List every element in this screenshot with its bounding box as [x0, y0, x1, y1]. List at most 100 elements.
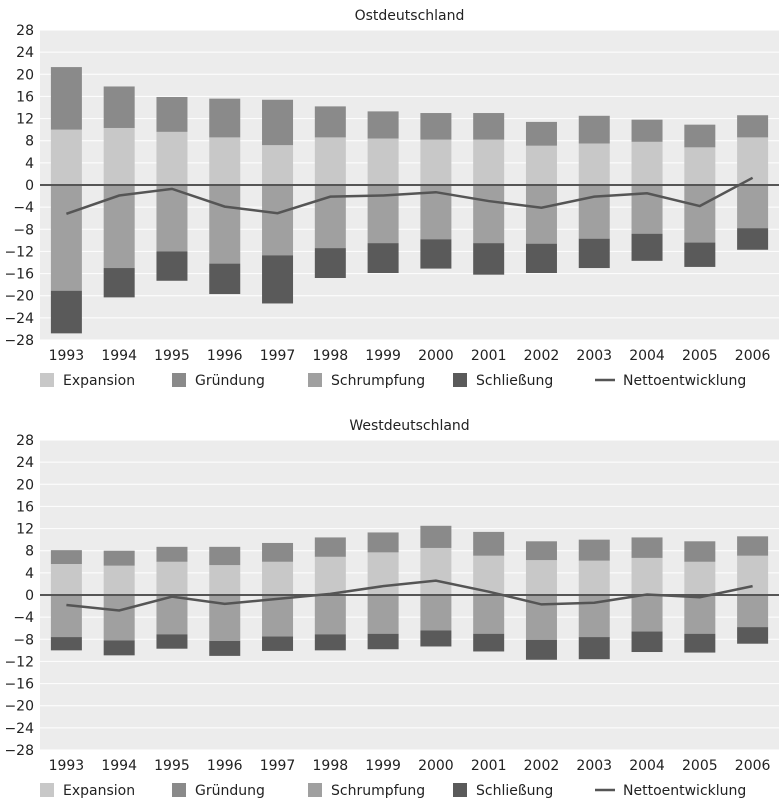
ost-y-tick-label: 20: [16, 67, 34, 83]
west-bar-schrumpfung-1999: [368, 595, 399, 634]
ost-legend-item: Schrumpfung: [308, 373, 425, 389]
west-y-tick-label: −28: [4, 743, 34, 759]
ost-bar-gruendung-1999: [368, 111, 399, 138]
ost-legend-item: Gründung: [172, 373, 265, 389]
west-bar-expansion-2000: [420, 548, 451, 595]
west-legend-swatch: [172, 783, 186, 797]
west-bar-schliessung-2002: [526, 640, 557, 660]
ost-x-tick-label: 1997: [260, 348, 296, 364]
west-legend-swatch: [453, 783, 467, 797]
west-y-tick-label: 0: [25, 588, 34, 604]
west-x-tick-label: 1995: [154, 758, 190, 774]
ost-bar-gruendung-1997: [262, 100, 293, 145]
ost-y-tick-label: −12: [4, 244, 34, 260]
ost-bar-schrumpfung-2002: [526, 185, 557, 244]
ost-y-tick-label: 28: [16, 23, 34, 39]
west-y-tick-label: −8: [13, 632, 34, 648]
ost-y-tick-label: −16: [4, 267, 34, 283]
west-bar-schliessung-1995: [156, 634, 187, 648]
west-bar-gruendung-1996: [209, 547, 240, 565]
ost-y-tick-label: −4: [13, 200, 34, 216]
ost-x-tick-label: 2002: [524, 348, 560, 364]
west-bar-gruendung-2006: [737, 536, 768, 555]
ost-bar-gruendung-2005: [684, 125, 715, 148]
west-bar-schrumpfung-2005: [684, 595, 715, 634]
west-x-tick-label: 2004: [629, 758, 665, 774]
west-x-tick-label: 1998: [313, 758, 349, 774]
west-bar-gruendung-1998: [315, 537, 346, 556]
ost-bar-gruendung-1993: [51, 67, 82, 130]
west-bar-schrumpfung-2001: [473, 595, 504, 634]
ost-bar-expansion-1998: [315, 137, 346, 185]
ost-bar-expansion-2004: [632, 142, 663, 185]
west-y-tick-label: 12: [16, 522, 34, 538]
ost-y-tick-label: 12: [16, 112, 34, 128]
west-bar-schrumpfung-1994: [104, 595, 135, 640]
ost-x-tick-label: 1996: [207, 348, 243, 364]
west-bar-expansion-2002: [526, 560, 557, 595]
west-bar-schrumpfung-1993: [51, 595, 82, 637]
west-bar-schrumpfung-1997: [262, 595, 293, 637]
west-legend-item: Schließung: [453, 783, 553, 799]
west-bar-schliessung-2005: [684, 634, 715, 653]
west-bar-schliessung-1997: [262, 637, 293, 651]
ost-bar-expansion-1996: [209, 137, 240, 185]
ost-legend-label: Nettoentwicklung: [623, 373, 746, 389]
west-bar-schliessung-1998: [315, 634, 346, 650]
ost-legend-label: Expansion: [63, 373, 135, 389]
west-x-tick-label: 1997: [260, 758, 296, 774]
ost-bar-schliessung-1995: [156, 251, 187, 280]
ost-bar-gruendung-1995: [156, 97, 187, 132]
ost-bar-schliessung-2000: [420, 239, 451, 268]
west-bar-expansion-2003: [579, 561, 610, 595]
ost-bar-gruendung-2004: [632, 120, 663, 142]
ost-y-tick-label: −24: [4, 311, 34, 327]
ost-x-tick-label: 2006: [735, 348, 771, 364]
west-bar-schliessung-2004: [632, 632, 663, 652]
ost-y-tick-label: −28: [4, 333, 34, 349]
west-bar-expansion-1998: [315, 557, 346, 595]
west-bar-gruendung-2001: [473, 532, 504, 556]
ost-bar-schrumpfung-1995: [156, 185, 187, 251]
ost-x-tick-label: 1993: [49, 348, 85, 364]
west-y-tick-label: 28: [16, 433, 34, 449]
west-bar-schrumpfung-2006: [737, 595, 768, 627]
ost-bar-gruendung-2000: [420, 113, 451, 140]
west-bar-schliessung-2000: [420, 630, 451, 646]
ost-bar-schliessung-2001: [473, 243, 504, 275]
ost-bar-gruendung-1996: [209, 99, 240, 138]
ost-legend-swatch: [453, 373, 467, 387]
ost-x-tick-label: 1994: [101, 348, 137, 364]
west-x-tick-label: 1994: [101, 758, 137, 774]
west-y-tick-label: −24: [4, 721, 34, 737]
west-bar-gruendung-1997: [262, 543, 293, 562]
chart-ostdeutschland-svg: Ostdeutschland2824201612840−4−8−12−16−20…: [0, 0, 779, 400]
ost-bar-schliessung-1997: [262, 255, 293, 303]
west-bar-expansion-1995: [156, 562, 187, 595]
ost-x-tick-label: 2000: [418, 348, 454, 364]
ost-bar-schliessung-1994: [104, 268, 135, 297]
west-y-tick-label: −16: [4, 677, 34, 693]
west-y-tick-label: −20: [4, 699, 34, 715]
ost-bar-expansion-1994: [104, 128, 135, 185]
ost-bar-schrumpfung-2001: [473, 185, 504, 243]
ost-bar-schliessung-1996: [209, 264, 240, 294]
ost-bar-schrumpfung-2006: [737, 185, 768, 228]
ost-y-tick-label: 24: [16, 45, 34, 61]
ost-bar-schliessung-1999: [368, 243, 399, 273]
ost-bar-gruendung-1998: [315, 106, 346, 137]
ost-x-tick-label: 1999: [365, 348, 401, 364]
west-x-tick-label: 2005: [682, 758, 718, 774]
ost-bar-expansion-1995: [156, 132, 187, 185]
ost-legend-label: Gründung: [195, 373, 265, 389]
ost-bar-schrumpfung-2005: [684, 185, 715, 243]
west-x-tick-label: 2000: [418, 758, 454, 774]
ost-bar-schrumpfung-1997: [262, 185, 293, 255]
west-y-tick-label: −12: [4, 654, 34, 670]
ost-legend-swatch: [172, 373, 186, 387]
west-bar-gruendung-2002: [526, 541, 557, 560]
west-bar-gruendung-1993: [51, 550, 82, 564]
ost-x-tick-label: 2001: [471, 348, 507, 364]
ost-bar-gruendung-2006: [737, 115, 768, 137]
